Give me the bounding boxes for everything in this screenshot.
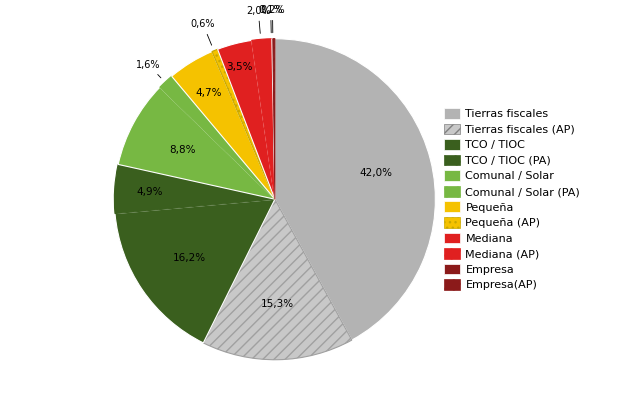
Text: 4,9%: 4,9% — [137, 187, 163, 197]
Wedge shape — [252, 39, 275, 199]
Text: 4,7%: 4,7% — [195, 88, 222, 98]
Text: 3,5%: 3,5% — [226, 63, 253, 72]
Wedge shape — [172, 51, 275, 199]
Text: 0,2%: 0,2% — [260, 5, 285, 33]
Wedge shape — [212, 49, 275, 199]
Text: 2,0%: 2,0% — [246, 6, 270, 33]
Text: 0,1%: 0,1% — [258, 5, 283, 33]
Text: 42,0%: 42,0% — [360, 168, 392, 178]
Legend: Tierras fiscales, Tierras fiscales (AP), TCO / TIOC, TCO / TIOC (PA), Comunal / : Tierras fiscales, Tierras fiscales (AP),… — [441, 105, 583, 294]
Wedge shape — [273, 39, 275, 199]
Text: 15,3%: 15,3% — [261, 299, 294, 308]
Wedge shape — [115, 199, 275, 343]
Text: 8,8%: 8,8% — [169, 145, 196, 155]
Text: 1,6%: 1,6% — [136, 60, 161, 78]
Wedge shape — [160, 76, 275, 199]
Wedge shape — [115, 164, 275, 213]
Wedge shape — [118, 87, 275, 199]
Wedge shape — [275, 39, 435, 340]
Wedge shape — [272, 39, 275, 199]
Wedge shape — [203, 199, 352, 360]
Text: 16,2%: 16,2% — [173, 253, 205, 263]
Wedge shape — [217, 40, 275, 199]
Text: 0,6%: 0,6% — [191, 19, 215, 45]
